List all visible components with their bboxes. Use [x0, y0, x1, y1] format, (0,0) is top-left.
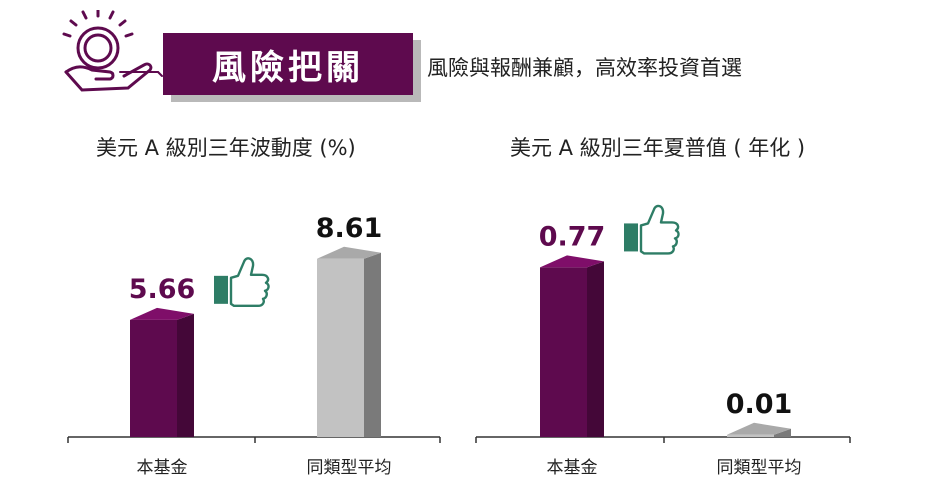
bar-side	[177, 313, 194, 437]
x-tick-label: 本基金	[547, 458, 598, 478]
x-tick-label: 本基金	[137, 458, 188, 478]
header-title: 風險把關	[163, 33, 413, 95]
bar-front	[540, 267, 587, 437]
bar-top	[317, 246, 381, 259]
bar-front	[727, 434, 774, 437]
header-subtitle: 風險與報酬兼顧，高效率投資首選	[427, 56, 742, 80]
bar-front	[317, 258, 364, 437]
bar-side	[364, 252, 381, 437]
bar-value-label: 0.01	[726, 389, 793, 420]
bar-value-label: 0.77	[539, 221, 606, 252]
chart-title-sharpe: 美元 A 級別三年夏普值 ( 年化 )	[510, 136, 806, 160]
bar-top	[130, 307, 194, 320]
thumbs-up-icon	[624, 204, 680, 255]
bar-top	[727, 422, 791, 435]
bar-front	[130, 319, 177, 437]
bar-top	[540, 255, 604, 268]
bar-side	[774, 428, 791, 437]
x-tick-label: 同類型平均	[717, 458, 802, 478]
bar-value-label: 8.61	[316, 213, 383, 244]
bar-side	[587, 261, 604, 437]
thumbs-up-icon	[214, 257, 270, 308]
bar-value-label: 5.66	[129, 274, 196, 305]
chart-title-volatility: 美元 A 級別三年波動度 (%)	[96, 136, 356, 160]
hand-holding-coin-icon	[62, 10, 163, 92]
x-tick-label: 同類型平均	[307, 458, 392, 478]
